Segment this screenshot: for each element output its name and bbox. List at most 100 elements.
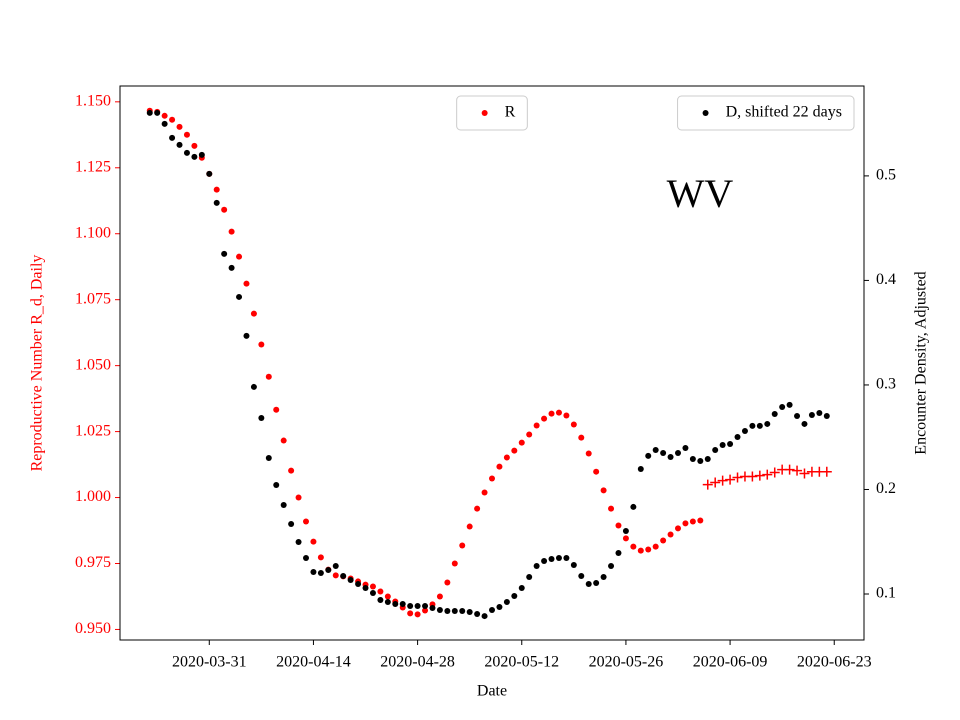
dot-marker (600, 487, 607, 494)
dot-marker (280, 437, 287, 444)
dot-marker (258, 341, 265, 348)
dot-marker (496, 603, 503, 610)
dot-marker (183, 131, 190, 138)
dot-marker (317, 554, 324, 561)
dot-marker (474, 610, 481, 617)
dot-marker (541, 557, 548, 564)
y-tick-label: 1.050 (75, 356, 111, 373)
dot-marker (555, 555, 562, 562)
dot-marker (749, 422, 756, 429)
dot-marker (169, 116, 176, 123)
plus-marker (725, 474, 736, 485)
dot-marker (585, 580, 592, 587)
dot-marker (154, 109, 161, 116)
dot-marker (273, 406, 280, 413)
dot-marker (161, 112, 168, 119)
y2-tick-label: 0.1 (876, 585, 896, 602)
dot-marker (548, 555, 555, 562)
dot-marker (570, 421, 577, 428)
dot-marker (407, 603, 414, 610)
dot-marker (198, 151, 205, 158)
dot-marker (310, 538, 317, 545)
dot-marker (265, 455, 272, 462)
dot-marker (518, 585, 525, 592)
dot-marker (808, 411, 815, 418)
dot-marker (660, 537, 667, 544)
legend-marker (481, 110, 488, 116)
dot-marker (645, 546, 652, 553)
plot-frame (119, 85, 865, 641)
plus-marker (702, 479, 713, 490)
dot-marker (489, 475, 495, 482)
dot-marker (675, 525, 681, 532)
dot-marker (660, 449, 667, 456)
dot-marker (265, 373, 272, 380)
legend-label: R (505, 104, 516, 121)
dot-marker (444, 608, 451, 615)
dot-marker (362, 585, 369, 592)
dot-marker (303, 555, 309, 562)
dot-marker (727, 441, 734, 448)
dot-marker (429, 605, 436, 612)
dot-marker (712, 446, 719, 453)
dot-marker (436, 593, 443, 600)
dot-marker (250, 310, 257, 317)
y-tick-label: 0.950 (75, 620, 111, 637)
dot-marker (533, 422, 540, 429)
dot-marker (622, 535, 629, 542)
y-tick-label: 1.075 (75, 290, 111, 307)
dot-marker (369, 583, 376, 590)
dot-marker (608, 562, 615, 569)
plus-marker (762, 469, 773, 480)
dot-marker (295, 538, 302, 545)
plus-marker (754, 470, 765, 481)
dot-marker (697, 457, 704, 464)
dot-marker (213, 199, 220, 206)
dot-marker (689, 455, 696, 462)
x-tick-label: 2020-04-28 (380, 654, 455, 671)
dot-marker (593, 580, 600, 587)
dot-marker (384, 599, 391, 606)
y-tick-label: 0.975 (75, 554, 111, 571)
dot-marker (414, 603, 421, 610)
dot-marker (682, 444, 689, 451)
dot-marker (771, 411, 778, 418)
dot-marker (637, 465, 644, 472)
dot-marker (347, 577, 354, 584)
legend: R (456, 95, 528, 131)
plus-marker (769, 467, 780, 478)
dot-marker (794, 412, 801, 419)
dot-marker (332, 572, 339, 579)
dot-marker (608, 505, 615, 512)
dot-marker (555, 409, 562, 416)
dot-marker (288, 520, 295, 527)
dot-marker (176, 123, 183, 130)
legend-label: D, shifted 22 days (726, 104, 842, 121)
dot-marker (734, 434, 741, 441)
dot-marker (459, 542, 466, 549)
y-tick-label: 1.025 (75, 422, 111, 439)
dot-marker (206, 170, 213, 177)
dot-marker (384, 593, 391, 600)
x-tick-label: 2020-04-14 (276, 654, 351, 671)
plus-marker (710, 477, 721, 488)
dot-marker (399, 601, 406, 608)
dot-marker (325, 566, 332, 573)
dot-marker (764, 420, 771, 427)
dot-marker (407, 610, 414, 617)
dot-marker (146, 109, 153, 116)
dot-marker (526, 573, 533, 580)
plus-marker (784, 464, 795, 475)
dot-marker (295, 494, 302, 501)
dot-marker (161, 120, 168, 127)
dot-marker (228, 264, 235, 271)
dot-marker (503, 599, 510, 606)
dot-marker (451, 608, 458, 615)
dot-marker (444, 579, 451, 586)
dot-marker (243, 332, 250, 339)
dot-marker (474, 505, 481, 512)
dot-marker (258, 414, 265, 421)
dot-marker (533, 562, 540, 569)
legend: D, shifted 22 days (677, 95, 855, 131)
